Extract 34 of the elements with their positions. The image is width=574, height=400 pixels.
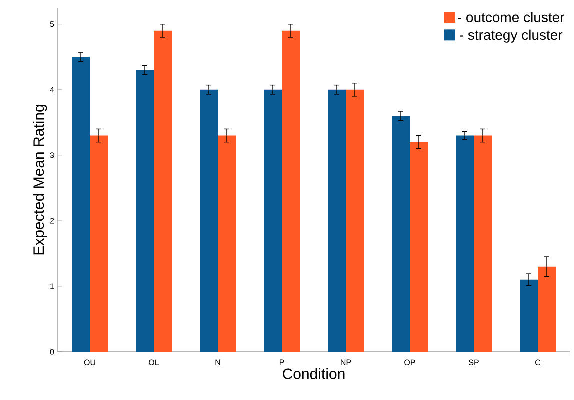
x-tick-label: SP (469, 360, 479, 366)
bar (218, 136, 236, 352)
y-tick-label: 1 (50, 284, 54, 290)
legend-label: - strategy cluster (460, 30, 563, 43)
y-tick-label: 2 (50, 218, 54, 224)
bar (456, 136, 474, 352)
y-tick-label: 3 (50, 152, 54, 158)
bar (328, 90, 346, 352)
x-tick-label: OL (149, 360, 160, 366)
bar (410, 142, 428, 352)
x-tick-label: N (216, 360, 220, 366)
bar (200, 90, 218, 352)
bar (154, 30, 172, 352)
legend-label: - outcome cluster (458, 12, 565, 22)
bar (520, 280, 538, 352)
bar (264, 90, 282, 352)
x-tick-label: OU (84, 360, 96, 366)
bar (538, 266, 556, 352)
bar (474, 136, 492, 352)
y-tick-label: 4 (50, 87, 54, 93)
x-axis-title: Condition (283, 368, 345, 380)
y-tick-label: 5 (50, 22, 54, 28)
y-tick-label: 0 (50, 349, 54, 355)
x-tick-label: OP (404, 360, 416, 366)
bar (282, 30, 300, 352)
bar (346, 90, 364, 352)
bar (136, 70, 154, 352)
x-tick-label: P (280, 360, 284, 366)
x-tick-label: C (536, 360, 541, 366)
bar (90, 136, 108, 352)
bar (72, 57, 90, 352)
bar (392, 116, 410, 352)
x-tick-label: NP (341, 360, 352, 366)
y-axis-title: Expected Mean Rating (33, 105, 48, 255)
